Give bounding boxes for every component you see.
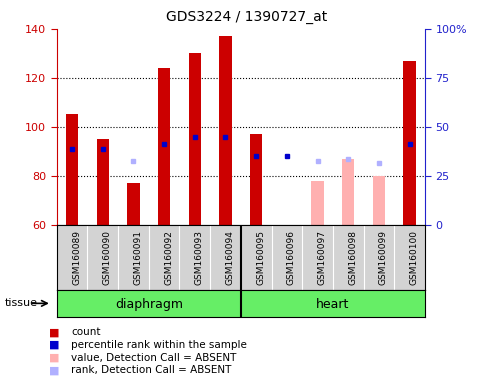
Bar <box>97 139 109 225</box>
Text: GSM160097: GSM160097 <box>317 230 326 285</box>
Bar <box>250 134 262 225</box>
Text: rank, Detection Call = ABSENT: rank, Detection Call = ABSENT <box>71 365 232 375</box>
Text: GSM160090: GSM160090 <box>103 230 112 285</box>
Text: GSM160098: GSM160098 <box>348 230 357 285</box>
Bar <box>219 36 232 225</box>
Text: GDS3224 / 1390727_at: GDS3224 / 1390727_at <box>166 10 327 23</box>
Bar <box>189 53 201 225</box>
Text: ■: ■ <box>49 340 60 350</box>
Bar <box>127 183 140 225</box>
Text: GSM160089: GSM160089 <box>72 230 81 285</box>
Bar <box>342 159 354 225</box>
Text: diaphragm: diaphragm <box>115 298 183 311</box>
Text: count: count <box>71 327 101 337</box>
Text: value, Detection Call = ABSENT: value, Detection Call = ABSENT <box>71 353 237 362</box>
Text: ■: ■ <box>49 327 60 337</box>
Bar <box>312 180 324 225</box>
Text: ■: ■ <box>49 365 60 375</box>
Bar <box>158 68 170 225</box>
Text: percentile rank within the sample: percentile rank within the sample <box>71 340 247 350</box>
Text: GSM160096: GSM160096 <box>287 230 296 285</box>
Text: ■: ■ <box>49 353 60 362</box>
Text: GSM160100: GSM160100 <box>410 230 419 285</box>
Text: GSM160095: GSM160095 <box>256 230 265 285</box>
Text: GSM160091: GSM160091 <box>134 230 142 285</box>
Text: GSM160094: GSM160094 <box>225 230 235 285</box>
Text: GSM160092: GSM160092 <box>164 230 173 285</box>
Bar <box>66 114 78 225</box>
Bar <box>403 61 416 225</box>
Bar <box>373 176 385 225</box>
Text: GSM160099: GSM160099 <box>379 230 388 285</box>
Text: GSM160093: GSM160093 <box>195 230 204 285</box>
Text: tissue: tissue <box>5 298 38 308</box>
Text: heart: heart <box>316 298 350 311</box>
